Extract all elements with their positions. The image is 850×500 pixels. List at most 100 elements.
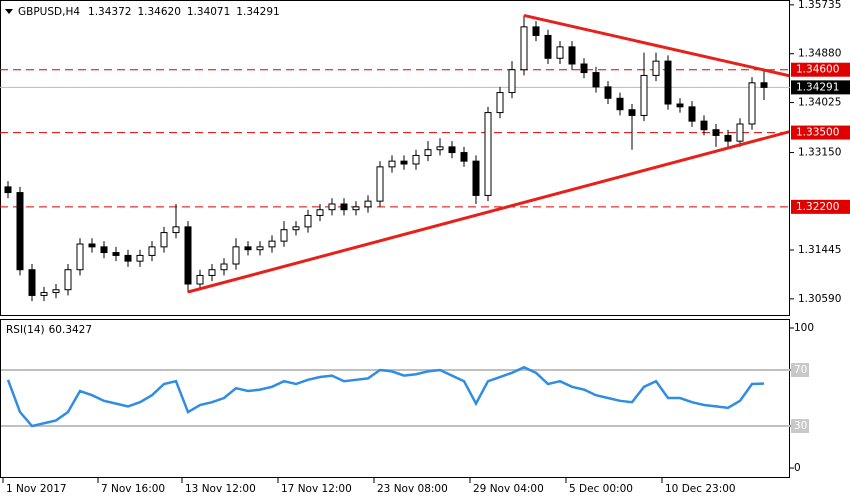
candle-body <box>64 269 72 291</box>
candle-body <box>760 82 768 88</box>
rsi-level-box <box>791 363 809 378</box>
candle-body <box>100 246 108 254</box>
y-tick-label: 1.34880 <box>798 48 841 60</box>
level-label-box <box>791 62 850 77</box>
candle-body <box>28 269 36 296</box>
candle-body <box>412 154 420 165</box>
candle-body <box>76 243 84 271</box>
rsi-title: RSI(14) <box>6 324 45 336</box>
candle-body <box>256 246 264 251</box>
candle-body <box>640 74 648 116</box>
candle-body <box>472 160 480 196</box>
level-label: 1.34600 <box>796 64 839 76</box>
candle-body <box>424 149 432 156</box>
candle-body <box>208 269 216 276</box>
candle-body <box>124 254 132 262</box>
candle-body <box>604 86 612 99</box>
candle-body <box>244 246 252 251</box>
candle-body <box>460 152 468 162</box>
candle-body <box>616 97 624 111</box>
candle-body <box>376 166 384 202</box>
candle-body <box>196 274 204 285</box>
y-tick-label: 1.30590 <box>798 293 841 305</box>
candle-body <box>556 46 564 59</box>
candle-body <box>688 106 696 122</box>
x-tick-label: 5 Dec 00:00 <box>569 483 633 495</box>
candle-body <box>280 229 288 242</box>
candle-body <box>364 200 372 208</box>
rsi-level-box <box>791 419 809 434</box>
current-price-box <box>791 80 850 95</box>
candle-body <box>112 252 120 256</box>
x-tick-label: 1 Nov 2017 <box>6 483 67 495</box>
symbol: GBPUSD,H4 <box>18 6 80 18</box>
candle-body <box>508 69 516 94</box>
x-tick-label: 23 Nov 08:00 <box>377 483 448 495</box>
candle-body <box>328 203 336 211</box>
x-tick-label: 17 Nov 12:00 <box>281 483 352 495</box>
level-label: 1.33500 <box>796 127 839 139</box>
candle-body <box>160 232 168 248</box>
menu-arrow[interactable] <box>5 9 13 14</box>
candle-body <box>628 109 636 116</box>
trendline <box>187 130 789 294</box>
x-tick-label: 29 Nov 04:00 <box>473 483 544 495</box>
candle-body <box>52 289 60 294</box>
candle-body <box>172 226 180 234</box>
candle-body <box>400 160 408 165</box>
current-price-label: 1.34291 <box>796 81 839 93</box>
candle-body <box>88 243 96 248</box>
candle-body <box>448 146 456 154</box>
candle-body <box>436 146 444 151</box>
candle-body <box>40 292 48 296</box>
open-value: 1.34372 <box>88 6 131 18</box>
candle-body <box>316 209 324 216</box>
candle-body <box>352 206 360 211</box>
close-value: 1.34291 <box>236 6 279 18</box>
candle-body <box>664 60 672 105</box>
y-tick-label: 1.34025 <box>798 97 841 109</box>
candle-body <box>148 246 156 256</box>
candle-body <box>496 92 504 114</box>
x-tick-label: 10 Dec 23:00 <box>665 483 736 495</box>
candle-body <box>520 26 528 71</box>
high-value: 1.34620 <box>137 6 180 18</box>
candle-body <box>532 26 540 36</box>
candle-body <box>268 240 276 248</box>
main-panel <box>0 0 790 316</box>
trendline <box>523 13 789 78</box>
candle-body <box>736 123 744 142</box>
candle-body <box>220 263 228 271</box>
rsi-value: 60.3427 <box>49 324 92 336</box>
candle-body <box>4 186 12 194</box>
candle-body <box>712 129 720 136</box>
candle-body <box>544 34 552 59</box>
y-tick-label: 1.31445 <box>798 244 841 256</box>
candle-body <box>136 254 144 262</box>
candle-body <box>724 134 732 142</box>
rsi-header: RSI(14) 60.3427 <box>6 324 92 336</box>
low-value: 1.34071 <box>187 6 230 18</box>
chart-header: GBPUSD,H4 1.34372 1.34620 1.34071 1.34291 <box>18 6 280 18</box>
candle-body <box>304 214 312 228</box>
level-label-box <box>791 199 850 214</box>
candle-body <box>748 82 756 125</box>
candle-body <box>388 160 396 168</box>
y-tick-label: 1.35735 <box>798 0 841 11</box>
level-label-box <box>791 125 850 140</box>
rsi-line <box>6 365 765 428</box>
rsi-tick-label: 0 <box>794 462 801 474</box>
candle-body <box>484 112 492 196</box>
rsi-tick-label: 70 <box>794 364 807 376</box>
x-tick-label: 7 Nov 16:00 <box>101 483 165 495</box>
candle-body <box>340 203 348 211</box>
candle-body <box>676 103 684 108</box>
candle-body <box>16 192 24 271</box>
candle-body <box>652 60 660 76</box>
rsi-panel <box>0 319 790 478</box>
candle-body <box>568 46 576 65</box>
candle-body <box>184 226 192 285</box>
rsi-tick-label: 100 <box>794 322 814 334</box>
candle-body <box>592 72 600 88</box>
